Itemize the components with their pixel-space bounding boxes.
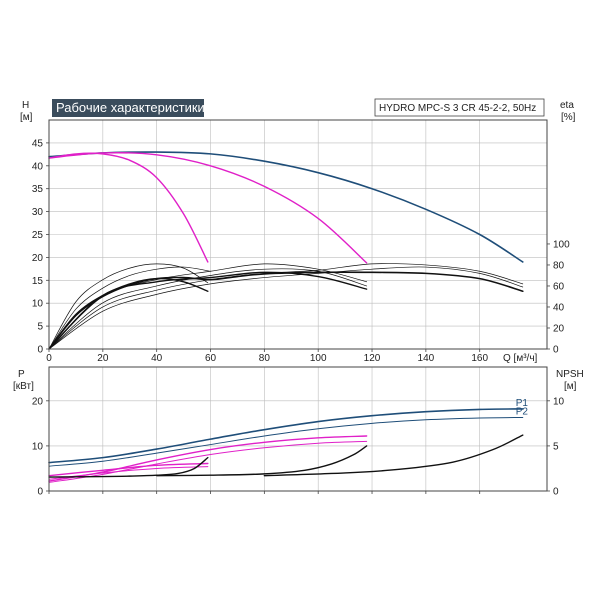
lower-series-line-8	[263, 434, 524, 477]
upper-series-line-4	[48, 277, 209, 350]
x-tick-label: 100	[310, 353, 327, 364]
lower-right-tick-label: 5	[553, 441, 559, 452]
upper-curves	[48, 151, 524, 350]
upper-series-line-8	[48, 263, 367, 350]
x-tick-label: 80	[259, 353, 271, 364]
chart-title-box	[52, 99, 204, 117]
chart-title: Рабочие характеристики	[56, 100, 205, 115]
left-tick-label: 0	[37, 345, 43, 356]
lower-series-line-4	[48, 462, 209, 477]
lower-left-axis-label-line2: [кВт]	[13, 381, 34, 392]
model-label: HYDRO MPC-S 3 CR 45-2-2, 50Hz	[379, 103, 536, 114]
left-tick-label: 40	[32, 161, 44, 172]
x-tick-label: 140	[418, 353, 435, 364]
left-tick-label: 30	[32, 207, 44, 218]
left-tick-label: 10	[32, 299, 44, 310]
lower-right-tick-label: 10	[553, 396, 565, 407]
lower-left-tick-label: 0	[37, 487, 43, 498]
right-tick-label: 20	[553, 323, 565, 334]
right-tick-label: 80	[553, 260, 565, 271]
upper-right-axis-label-line1: eta	[560, 100, 574, 111]
upper-series-line-1	[48, 152, 368, 264]
x-tick-label: 0	[46, 353, 52, 364]
right-tick-label: 0	[553, 345, 559, 356]
right-tick-label: 60	[553, 281, 565, 292]
lower-series-line-2	[48, 435, 368, 482]
upper-panel: 0 20 40 60 80 100 120 140 160 0 5 10 15 20 25 30 35 40 45 0…	[20, 98, 576, 364]
lower-right-tick-label: 0	[553, 487, 559, 498]
series-label-p2: P2	[516, 407, 529, 418]
left-tick-label: 45	[32, 138, 44, 149]
x-tick-label: 60	[205, 353, 217, 364]
x-tick-label: 20	[97, 353, 109, 364]
x-tick-label: 120	[364, 353, 381, 364]
upper-right-axis-label-line2: [%]	[561, 112, 576, 123]
lower-series-line-0	[48, 408, 524, 464]
upper-series-line-7	[48, 266, 211, 350]
lower-right-axis-label-line2: [м]	[564, 381, 577, 392]
upper-series-line-0	[48, 151, 524, 263]
right-tick-label: 100	[553, 239, 570, 250]
lower-left-tick-label: 10	[32, 441, 44, 452]
upper-grid	[48, 120, 547, 350]
lower-series-line-7	[155, 445, 368, 477]
left-tick-label: 20	[32, 253, 44, 264]
lower-tick-labels: 0 10 20 0 5 10	[32, 396, 565, 497]
left-tick-label: 5	[37, 322, 43, 333]
lower-series-line-3	[48, 440, 368, 483]
upper-series-line-10	[48, 263, 524, 350]
model-label-box	[374, 98, 545, 117]
upper-series-line-3	[48, 271, 524, 350]
lower-left-tick-label: 20	[32, 396, 44, 407]
right-tick-label: 40	[553, 302, 565, 313]
left-tick-label: 25	[32, 230, 44, 241]
upper-series-line-2	[48, 152, 209, 263]
lower-series-line-1	[48, 417, 524, 467]
upper-series-line-9	[48, 268, 367, 350]
lower-left-axis-label-line1: P	[18, 369, 25, 380]
lower-right-axis-label-line1: NPSH	[556, 369, 584, 380]
lower-plot-frame	[48, 366, 548, 492]
lower-curves	[48, 408, 524, 483]
upper-left-axis-label-line2: [м]	[20, 112, 33, 123]
upper-left-axis-label-line1: H	[22, 100, 29, 111]
upper-series-line-6	[48, 263, 209, 350]
x-tick-label: 40	[151, 353, 163, 364]
series-label-p1: P1	[516, 398, 529, 409]
lower-grid	[48, 367, 547, 492]
upper-series-line-11	[48, 266, 524, 350]
left-tick-label: 35	[32, 184, 44, 195]
left-tick-label: 15	[32, 276, 44, 287]
upper-tick-labels: 0 20 40 60 80 100 120 140 160 0 5 10 15 20 25 30 35 40 45 0…	[32, 138, 570, 364]
x-tick-label: 160	[471, 353, 488, 364]
x-axis-label: Q [м³/ч]	[503, 353, 538, 364]
upper-series-line-5	[48, 271, 368, 350]
